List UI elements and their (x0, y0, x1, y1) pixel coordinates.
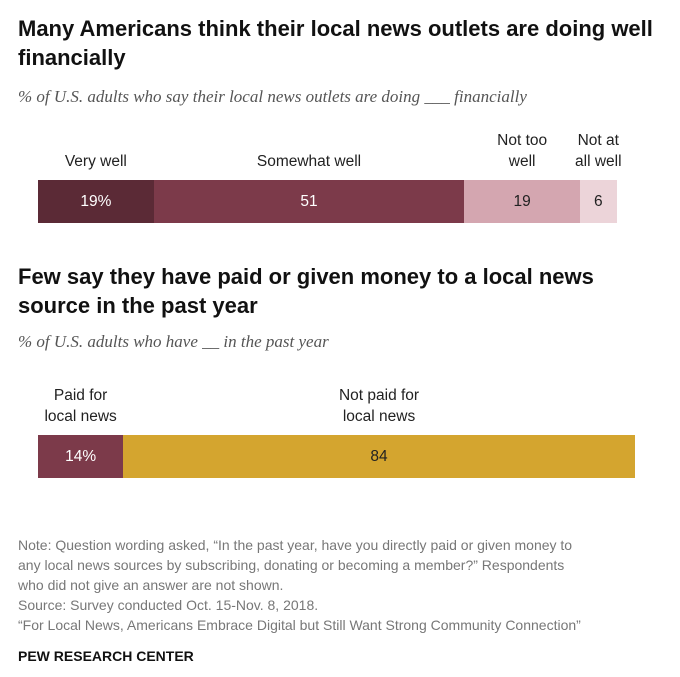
report: “For Local News, Americans Embrace Digit… (18, 617, 581, 633)
bar-segment (464, 180, 580, 223)
value-label: 84 (370, 448, 388, 465)
bar-segment (580, 180, 617, 223)
value-label: 51 (300, 193, 318, 210)
bar-segment (38, 180, 154, 223)
value-label: 19% (80, 193, 112, 210)
category-label: Paid for local news (44, 387, 117, 425)
chart-title: Many Americans think their local news ou… (18, 16, 653, 70)
category-label: Not too well (497, 132, 548, 170)
chart-subtitle: % of U.S. adults who say their local new… (18, 87, 527, 106)
bar-segment (123, 435, 635, 478)
category-label: Not at all well (575, 132, 622, 170)
note: Note: Question wording asked, “In the pa… (18, 537, 573, 593)
chart-subtitle: % of U.S. adults who have __ in the past… (18, 332, 329, 351)
chart-title: Few say they have paid or given money to… (18, 264, 594, 318)
bar-segment (153, 180, 465, 223)
category-label: Somewhat well (256, 153, 362, 170)
source: Source: Survey conducted Oct. 15-Nov. 8,… (18, 597, 319, 613)
category-label: Very well (64, 153, 127, 170)
value-label: 14% (65, 448, 97, 465)
category-label: Not paid for local news (338, 387, 420, 425)
value-label: 19 (513, 193, 531, 210)
bar-segment (38, 435, 124, 478)
value-label: 6 (593, 193, 603, 210)
brand: PEW RESEARCH CENTER (18, 648, 194, 664)
